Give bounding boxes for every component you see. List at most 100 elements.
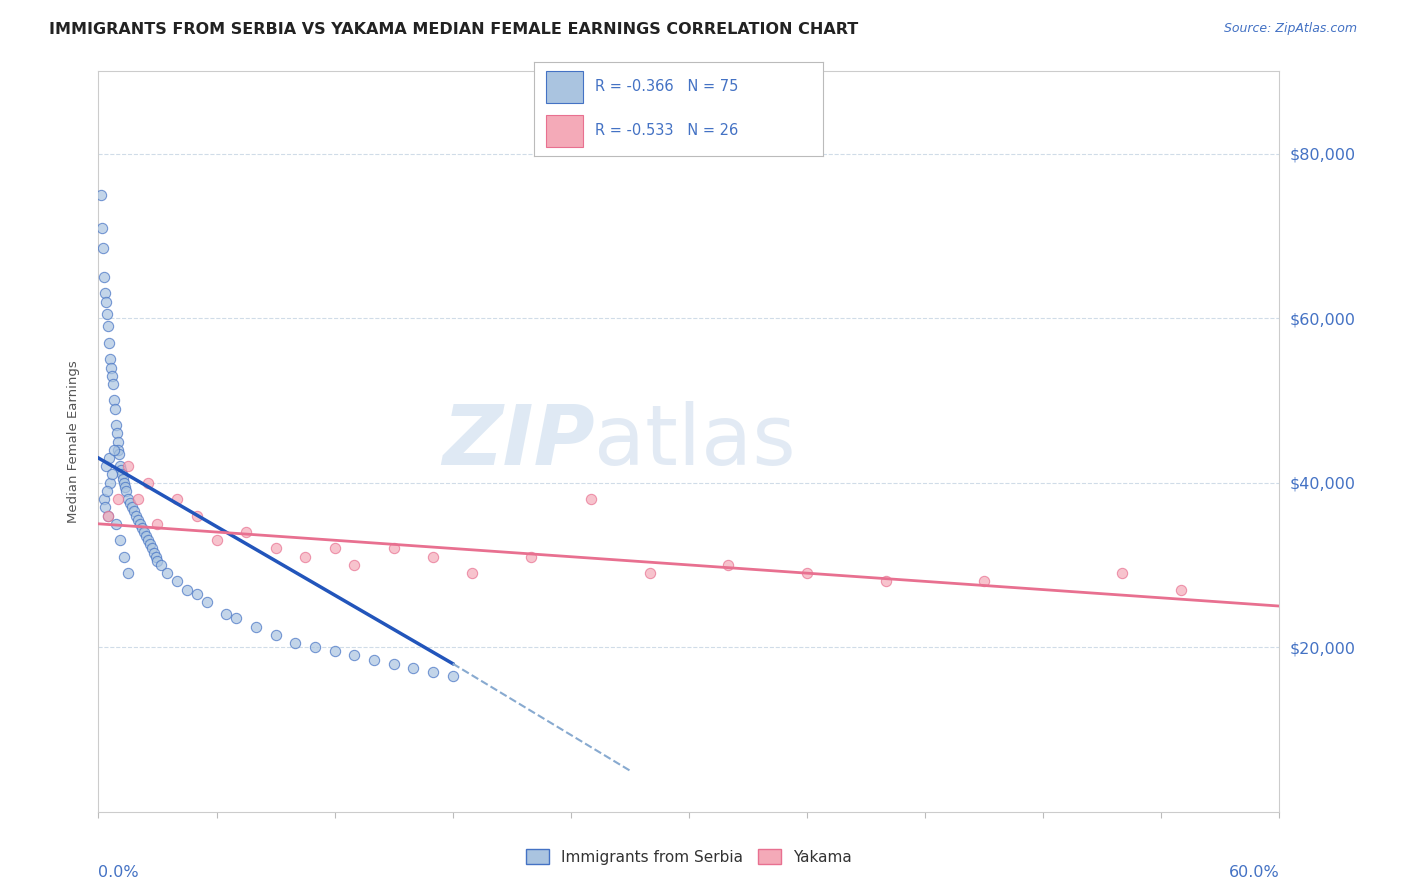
Point (97, 319, 120, 334)
Point (186, 508, 208, 523)
Point (205, 533, 228, 548)
Point (108, 459, 131, 474)
Point (875, 574, 897, 589)
Point (195, 595, 218, 609)
Point (579, 492, 602, 507)
Point (114, 480, 136, 494)
Point (117, 566, 139, 581)
Point (1170, 582, 1192, 597)
Legend: Immigrants from Serbia, Yakama: Immigrants from Serbia, Yakama (520, 843, 858, 871)
Point (717, 558, 740, 572)
Point (382, 541, 405, 556)
Text: 0.0%: 0.0% (98, 865, 139, 880)
Point (90, 187, 112, 202)
Point (138, 537, 160, 551)
Point (343, 558, 366, 572)
Point (973, 574, 995, 589)
Text: Source: ZipAtlas.com: Source: ZipAtlas.com (1223, 22, 1357, 36)
Point (382, 657, 405, 671)
Point (94, 286, 117, 301)
Point (93, 492, 115, 507)
Point (98, 352, 121, 367)
Point (96, 294, 118, 309)
Point (132, 524, 155, 539)
Text: R = -0.366   N = 75: R = -0.366 N = 75 (595, 79, 738, 95)
Point (117, 492, 139, 507)
Point (125, 508, 148, 523)
Point (422, 665, 444, 679)
Point (323, 644, 346, 658)
Text: IMMIGRANTS FROM SERBIA VS YAKAMA MEDIAN FEMALE EARNINGS CORRELATION CHART: IMMIGRANTS FROM SERBIA VS YAKAMA MEDIAN … (49, 22, 859, 37)
Point (294, 549, 316, 564)
Point (146, 554, 169, 568)
Point (100, 360, 122, 375)
Point (461, 566, 484, 581)
Point (215, 607, 238, 622)
Point (117, 459, 139, 474)
Point (156, 566, 179, 581)
Point (127, 492, 149, 507)
Point (136, 475, 159, 490)
Point (98, 475, 121, 490)
Point (422, 549, 444, 564)
Point (166, 492, 188, 507)
Point (96, 459, 118, 474)
Point (107, 434, 129, 449)
Point (136, 533, 159, 548)
Point (135, 529, 157, 543)
Point (245, 619, 267, 633)
Point (105, 426, 128, 441)
Point (145, 549, 167, 564)
Point (101, 467, 124, 482)
Text: atlas: atlas (595, 401, 796, 482)
Point (264, 628, 287, 642)
Point (176, 582, 198, 597)
Point (166, 574, 188, 589)
Point (107, 442, 129, 457)
Point (94, 500, 117, 515)
Point (186, 587, 208, 601)
Point (107, 492, 129, 507)
Point (128, 516, 150, 531)
Y-axis label: Median Female Earnings: Median Female Earnings (66, 360, 80, 523)
Point (520, 549, 543, 564)
Point (98, 335, 121, 350)
Point (105, 516, 128, 531)
Point (638, 566, 661, 581)
Point (110, 463, 132, 477)
Point (96, 307, 118, 321)
Point (402, 661, 425, 675)
Point (103, 442, 125, 457)
Point (131, 521, 153, 535)
Point (103, 376, 125, 391)
Point (122, 504, 145, 518)
Text: R = -0.533   N = 26: R = -0.533 N = 26 (595, 123, 738, 138)
Point (142, 545, 165, 560)
Point (96, 483, 118, 498)
Point (97, 508, 120, 523)
Point (796, 566, 818, 581)
Point (1111, 566, 1133, 581)
Point (93, 270, 115, 285)
Point (323, 541, 346, 556)
Point (118, 496, 141, 510)
Point (104, 401, 127, 416)
Point (105, 418, 128, 433)
Point (343, 648, 366, 663)
Point (108, 533, 131, 548)
Point (93, 241, 115, 255)
Point (101, 368, 124, 383)
Point (121, 500, 143, 515)
Point (441, 669, 464, 683)
Point (141, 541, 163, 556)
Point (225, 611, 247, 625)
Bar (546, 115, 583, 147)
Point (284, 636, 307, 650)
Point (264, 541, 287, 556)
Point (91, 220, 114, 235)
Point (112, 549, 135, 564)
Point (235, 524, 257, 539)
Point (112, 475, 135, 490)
Point (363, 652, 385, 666)
Point (103, 393, 125, 408)
